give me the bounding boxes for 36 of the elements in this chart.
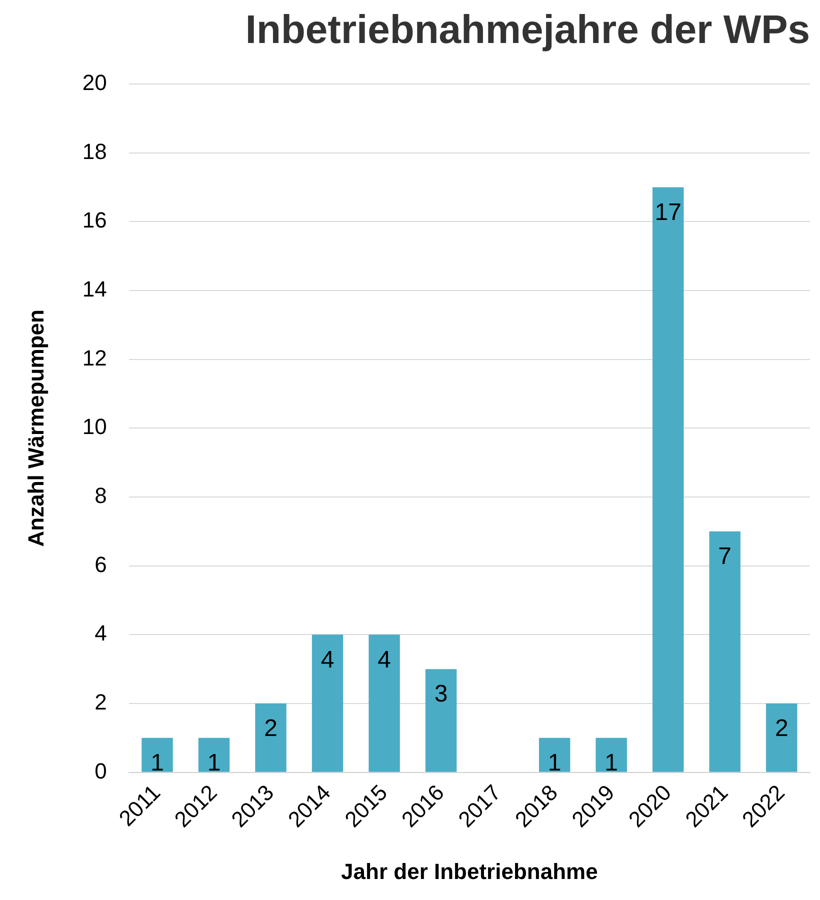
bar [596, 738, 627, 772]
y-tick-label: 16 [82, 208, 107, 233]
data-label: 7 [718, 543, 732, 570]
y-tick-label: 18 [82, 138, 107, 164]
y-tick-label: 2 [94, 690, 107, 715]
data-label: 1 [548, 750, 562, 777]
bar [425, 669, 457, 772]
data-label: 1 [604, 750, 618, 777]
y-tick-label: 20 [82, 70, 107, 96]
bar [255, 703, 286, 772]
x-axis-title: Jahr der Inbetriebnahme [341, 858, 598, 884]
bar [198, 738, 230, 772]
bar [538, 738, 570, 772]
y-tick-label: 0 [94, 758, 107, 784]
y-tick-label: 8 [94, 483, 107, 508]
bar [652, 187, 684, 772]
y-tick-label: 4 [94, 620, 107, 646]
data-label: 1 [150, 750, 164, 777]
bar [709, 531, 740, 772]
data-label: 2 [774, 715, 788, 742]
data-label: 17 [654, 198, 682, 226]
y-tick-label: 6 [94, 552, 107, 577]
y-tick-label: 10 [82, 414, 107, 440]
data-label: 2 [264, 715, 278, 742]
data-label: 3 [434, 680, 448, 708]
bar [368, 634, 400, 772]
y-axis-title: Anzahl Wärmepumpen [23, 310, 48, 547]
data-label: 1 [207, 750, 221, 777]
data-label: 4 [378, 646, 391, 674]
chart-title: Inbetriebnahmejahre der WPs [245, 8, 810, 52]
bar [766, 703, 798, 772]
bar [312, 634, 344, 772]
y-tick-label: 12 [82, 345, 107, 370]
y-tick-label: 14 [82, 276, 107, 302]
bar [142, 738, 173, 772]
data-label: 4 [320, 646, 334, 674]
